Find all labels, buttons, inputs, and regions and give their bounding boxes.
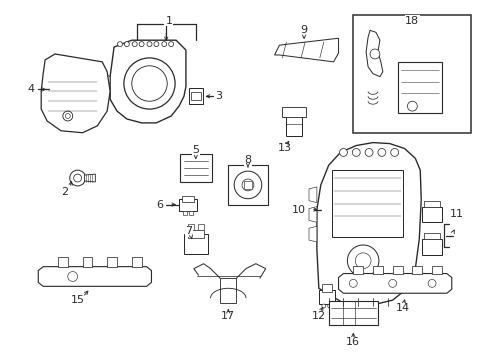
- Circle shape: [328, 304, 332, 308]
- Bar: [286, 114, 302, 136]
- Text: 11: 11: [450, 210, 464, 220]
- Polygon shape: [110, 40, 186, 123]
- Circle shape: [118, 42, 122, 46]
- Text: 1: 1: [166, 15, 172, 26]
- Circle shape: [378, 148, 386, 156]
- Circle shape: [355, 253, 371, 269]
- Ellipse shape: [132, 66, 167, 101]
- Circle shape: [74, 174, 81, 182]
- Bar: [179, 199, 197, 211]
- Polygon shape: [392, 266, 402, 274]
- Polygon shape: [309, 207, 317, 222]
- Polygon shape: [132, 257, 142, 267]
- Text: 17: 17: [221, 311, 235, 321]
- Polygon shape: [84, 174, 96, 182]
- Circle shape: [242, 179, 254, 191]
- Polygon shape: [189, 211, 193, 215]
- Polygon shape: [373, 266, 383, 274]
- Circle shape: [132, 42, 137, 46]
- Circle shape: [408, 101, 417, 111]
- Bar: [422, 207, 442, 222]
- Polygon shape: [183, 211, 187, 215]
- Bar: [180, 154, 212, 182]
- Ellipse shape: [124, 58, 175, 109]
- Bar: [332, 170, 402, 237]
- Text: 3: 3: [215, 91, 222, 101]
- Circle shape: [154, 42, 159, 46]
- Polygon shape: [309, 187, 317, 203]
- Polygon shape: [104, 89, 110, 99]
- Circle shape: [234, 171, 262, 199]
- Polygon shape: [38, 267, 151, 286]
- Circle shape: [340, 148, 347, 156]
- Bar: [319, 290, 335, 304]
- Polygon shape: [220, 278, 236, 303]
- Bar: [329, 301, 378, 325]
- Circle shape: [63, 111, 73, 121]
- Text: 18: 18: [405, 15, 419, 26]
- Bar: [182, 196, 194, 202]
- Polygon shape: [432, 266, 442, 274]
- Text: 12: 12: [312, 311, 326, 321]
- Circle shape: [65, 113, 70, 118]
- Bar: [184, 234, 208, 254]
- Polygon shape: [107, 257, 117, 267]
- Circle shape: [147, 42, 152, 46]
- Circle shape: [365, 148, 373, 156]
- Text: 6: 6: [156, 199, 163, 210]
- Polygon shape: [424, 233, 440, 239]
- Circle shape: [349, 279, 357, 287]
- Text: 10: 10: [292, 204, 306, 215]
- Circle shape: [70, 170, 85, 186]
- Circle shape: [68, 271, 77, 282]
- Text: 8: 8: [245, 155, 251, 165]
- Polygon shape: [353, 266, 363, 274]
- Bar: [353, 15, 471, 133]
- Polygon shape: [82, 257, 93, 267]
- Bar: [189, 89, 203, 104]
- Polygon shape: [198, 224, 204, 230]
- Text: 2: 2: [61, 187, 69, 197]
- Text: 4: 4: [28, 84, 35, 94]
- Polygon shape: [309, 226, 317, 242]
- Bar: [188, 230, 204, 238]
- Bar: [282, 107, 306, 117]
- Text: 9: 9: [300, 25, 308, 35]
- Bar: [397, 62, 442, 113]
- Polygon shape: [366, 30, 383, 77]
- Bar: [228, 165, 268, 204]
- Polygon shape: [424, 201, 440, 207]
- Bar: [244, 181, 252, 189]
- Text: 13: 13: [277, 144, 292, 153]
- Text: 16: 16: [346, 337, 360, 347]
- Circle shape: [169, 42, 173, 46]
- Text: 14: 14: [395, 303, 410, 313]
- Polygon shape: [104, 74, 110, 84]
- Text: 15: 15: [71, 295, 85, 305]
- Circle shape: [352, 148, 360, 156]
- Bar: [191, 93, 201, 100]
- Text: 7: 7: [185, 226, 193, 236]
- Circle shape: [391, 148, 398, 156]
- Polygon shape: [188, 224, 194, 230]
- Polygon shape: [317, 143, 421, 306]
- Circle shape: [162, 42, 167, 46]
- Circle shape: [124, 42, 129, 46]
- Polygon shape: [58, 257, 68, 267]
- Polygon shape: [274, 38, 339, 62]
- Bar: [322, 284, 332, 292]
- Polygon shape: [41, 54, 110, 133]
- Circle shape: [347, 245, 379, 276]
- Circle shape: [428, 279, 436, 287]
- Circle shape: [370, 49, 380, 59]
- Circle shape: [139, 42, 144, 46]
- Circle shape: [322, 304, 326, 308]
- Polygon shape: [339, 274, 452, 293]
- Circle shape: [389, 279, 396, 287]
- Text: 5: 5: [192, 145, 199, 156]
- Bar: [422, 239, 442, 255]
- Polygon shape: [413, 266, 422, 274]
